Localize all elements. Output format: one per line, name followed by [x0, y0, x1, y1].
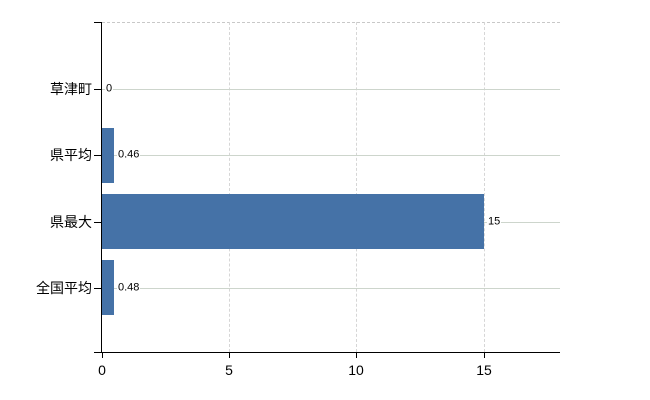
value-label: 15 — [487, 215, 502, 229]
x-tick-label: 15 — [476, 362, 492, 378]
bar[interactable] — [102, 128, 114, 183]
category-gridline — [102, 288, 560, 289]
value-label: 0 — [105, 82, 114, 96]
x-axis-tick — [102, 352, 103, 358]
category-label: 県最大 — [50, 214, 92, 230]
category-label: 草津町 — [50, 81, 92, 97]
y-axis-tick — [94, 222, 102, 223]
x-tick-label: 5 — [225, 362, 233, 378]
y-axis-boundary-tick — [94, 22, 102, 23]
y-axis-line — [101, 22, 102, 353]
y-axis-tick — [94, 288, 102, 289]
category-gridline — [102, 155, 560, 156]
x-gridline — [356, 22, 357, 352]
category-gridline — [102, 89, 560, 90]
value-label: 0.48 — [117, 281, 141, 295]
x-axis-line — [101, 352, 560, 353]
x-axis-tick — [229, 352, 230, 358]
category-label: 県平均 — [50, 147, 92, 163]
plot-top-border — [102, 22, 560, 23]
x-gridline — [484, 22, 485, 352]
y-axis-tick — [94, 155, 102, 156]
bar[interactable] — [102, 194, 484, 249]
x-tick-label: 10 — [348, 362, 364, 378]
category-label: 全国平均 — [36, 280, 92, 296]
x-gridline — [229, 22, 230, 352]
bar[interactable] — [102, 260, 114, 315]
y-axis-boundary-tick — [94, 352, 102, 353]
y-axis-tick — [94, 89, 102, 90]
x-axis-tick — [356, 352, 357, 358]
x-axis-tick — [484, 352, 485, 358]
value-label: 0.46 — [117, 148, 141, 162]
x-tick-label: 0 — [98, 362, 106, 378]
